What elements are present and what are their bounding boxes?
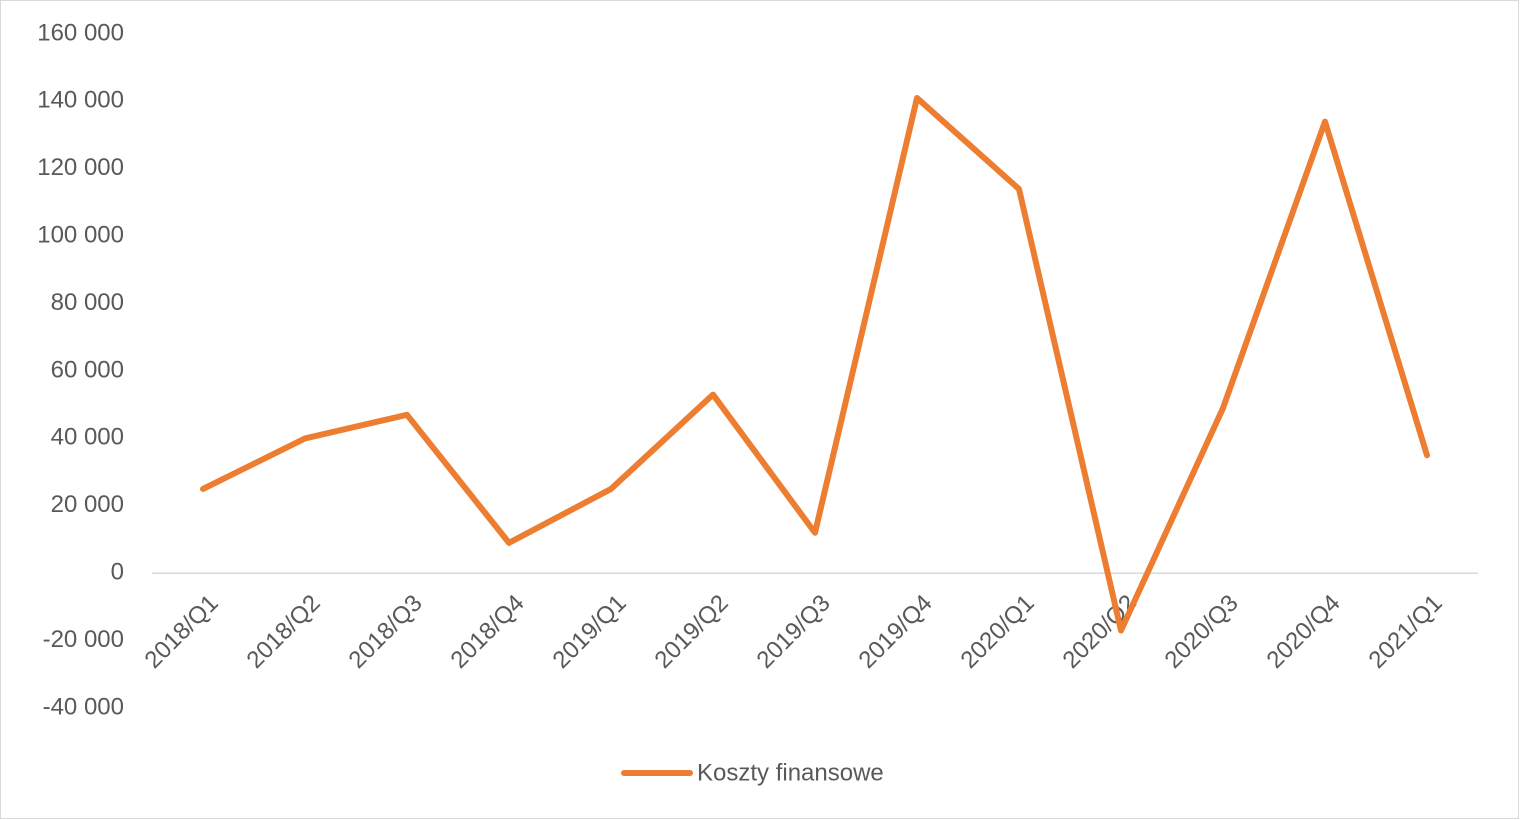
line-series xyxy=(200,95,1430,634)
y-tick-label: 60 000 xyxy=(51,356,124,383)
y-tick-label: 140 000 xyxy=(37,87,124,114)
y-tick-label: 120 000 xyxy=(37,154,124,181)
y-tick-label: 80 000 xyxy=(51,289,124,316)
y-tick-label: 100 000 xyxy=(37,222,124,249)
y-tick-label: 160 000 xyxy=(37,19,124,46)
y-tick-label: 20 000 xyxy=(51,491,124,518)
y-tick-label: 40 000 xyxy=(51,424,124,451)
legend-label: Koszty finansowe xyxy=(697,759,884,786)
y-tick-label: 0 xyxy=(111,559,124,586)
y-tick-label: -20 000 xyxy=(43,626,124,653)
y-tick-label: -40 000 xyxy=(43,693,124,720)
